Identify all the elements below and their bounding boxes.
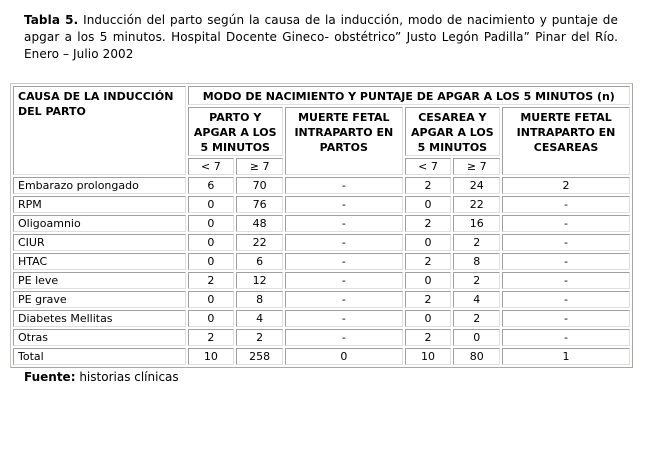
table-row: PE leve 2 12-0 2-: [13, 272, 630, 289]
cell-value: 0: [187, 253, 235, 270]
header-muerte-cesareas: MUERTE FETAL INTRAPARTO EN CESAREAS: [502, 107, 630, 175]
table-row: RPM 0 76-0 22-: [13, 196, 630, 213]
header-cause: CAUSA DE LA INDUCCIÓN DEL PARTO: [13, 86, 186, 175]
cell-value: -: [502, 253, 630, 270]
cell-value: 8: [453, 253, 501, 270]
table-row: CIUR 0 22-0 2-: [13, 234, 630, 251]
cell-value: 2: [453, 272, 501, 289]
cell-value: 10: [187, 348, 235, 365]
subheader-parto-ge7: ≥ 7: [236, 158, 283, 175]
cell-value: -: [284, 177, 403, 194]
cell-value: -: [502, 329, 630, 346]
cell-value: 0: [187, 215, 235, 232]
cell-value: 2: [502, 177, 630, 194]
cell-value: 22: [453, 196, 501, 213]
cell-value: -: [284, 234, 403, 251]
page-content: Tabla 5. Inducción del parto según la ca…: [10, 12, 663, 385]
cell-value: 0: [404, 196, 452, 213]
cell-value: 80: [453, 348, 501, 365]
cell-value: -: [284, 291, 403, 308]
cell-cause: PE leve: [13, 272, 186, 289]
cell-value: 16: [453, 215, 501, 232]
cell-value: 70: [236, 177, 283, 194]
cell-value: 0: [453, 329, 501, 346]
table-caption: Tabla 5. Inducción del parto según la ca…: [24, 12, 618, 63]
cell-value: 0: [404, 234, 452, 251]
table-row: HTAC 0 6-2 8-: [13, 253, 630, 270]
cell-cause: PE grave: [13, 291, 186, 308]
subheader-cesarea-lt7: < 7: [404, 158, 452, 175]
cell-value: 0: [284, 348, 403, 365]
subheader-cesarea-ge7: ≥ 7: [453, 158, 501, 175]
table-row: PE grave 0 8-2 4-: [13, 291, 630, 308]
cell-value: 2: [404, 253, 452, 270]
cell-value: -: [284, 196, 403, 213]
table-row: Embarazo prolongado 6 70-2 24 2: [13, 177, 630, 194]
cell-cause: Oligoamnio: [13, 215, 186, 232]
cell-cause: RPM: [13, 196, 186, 213]
cell-value: 76: [236, 196, 283, 213]
cell-value: 2: [404, 215, 452, 232]
cell-value: 0: [187, 234, 235, 251]
cell-value: 0: [187, 310, 235, 327]
cell-cause: Embarazo prolongado: [13, 177, 186, 194]
cell-value: -: [284, 310, 403, 327]
cell-value: 2: [453, 234, 501, 251]
cell-value: -: [502, 291, 630, 308]
cell-value: -: [502, 272, 630, 289]
cell-cause: Total: [13, 348, 186, 365]
cell-value: 0: [187, 196, 235, 213]
cell-value: 8: [236, 291, 283, 308]
cell-value: 48: [236, 215, 283, 232]
induction-table: CAUSA DE LA INDUCCIÓN DEL PARTO MODO DE …: [10, 83, 633, 368]
cell-cause: Otras: [13, 329, 186, 346]
cell-value: 2: [404, 329, 452, 346]
source-text: historias clínicas: [79, 370, 179, 384]
cell-value: 1: [502, 348, 630, 365]
cell-value: -: [502, 196, 630, 213]
header-cesarea: CESAREA Y APGAR A LOS 5 MINUTOS: [404, 107, 501, 156]
header-muerte-partos: MUERTE FETAL INTRAPARTO EN PARTOS: [284, 107, 403, 175]
cell-value: 22: [236, 234, 283, 251]
cell-cause: CIUR: [13, 234, 186, 251]
source-note: Fuente: historias clínicas: [24, 370, 663, 385]
cell-value: 0: [187, 291, 235, 308]
cell-value: 2: [453, 310, 501, 327]
caption-label: Tabla 5.: [24, 13, 79, 27]
caption-text: Inducción del parto según la causa de la…: [24, 13, 618, 61]
cell-value: 2: [404, 291, 452, 308]
cell-value: -: [502, 234, 630, 251]
cell-value: 2: [187, 329, 235, 346]
cell-cause: HTAC: [13, 253, 186, 270]
cell-value: -: [502, 310, 630, 327]
cell-value: 0: [404, 272, 452, 289]
table-row: Diabetes Mellitas 0 4-0 2-: [13, 310, 630, 327]
cell-value: 2: [187, 272, 235, 289]
cell-value: -: [284, 215, 403, 232]
table-row: Total 10 258 0 10 80 1: [13, 348, 630, 365]
cell-cause: Diabetes Mellitas: [13, 310, 186, 327]
cell-value: -: [284, 253, 403, 270]
cell-value: -: [284, 272, 403, 289]
header-parto: PARTO Y APGAR A LOS 5 MINUTOS: [187, 107, 283, 156]
source-label: Fuente:: [24, 370, 76, 384]
cell-value: -: [502, 215, 630, 232]
cell-value: -: [284, 329, 403, 346]
cell-value: 2: [404, 177, 452, 194]
cell-value: 2: [236, 329, 283, 346]
cell-value: 4: [236, 310, 283, 327]
cell-value: 258: [236, 348, 283, 365]
cell-value: 12: [236, 272, 283, 289]
cell-value: 24: [453, 177, 501, 194]
cell-value: 4: [453, 291, 501, 308]
cell-value: 6: [187, 177, 235, 194]
table-body: Embarazo prolongado 6 70-2 24 2 RPM 0 76-0 22- Ol…: [13, 177, 630, 365]
table-row: Oligoamnio 0 48-2 16-: [13, 215, 630, 232]
cell-value: 6: [236, 253, 283, 270]
header-group: MODO DE NACIMIENTO Y PUNTAJE DE APGAR A …: [187, 86, 630, 105]
table-row: Otras 2 2-2 0-: [13, 329, 630, 346]
subheader-parto-lt7: < 7: [187, 158, 235, 175]
cell-value: 10: [404, 348, 452, 365]
cell-value: 0: [404, 310, 452, 327]
